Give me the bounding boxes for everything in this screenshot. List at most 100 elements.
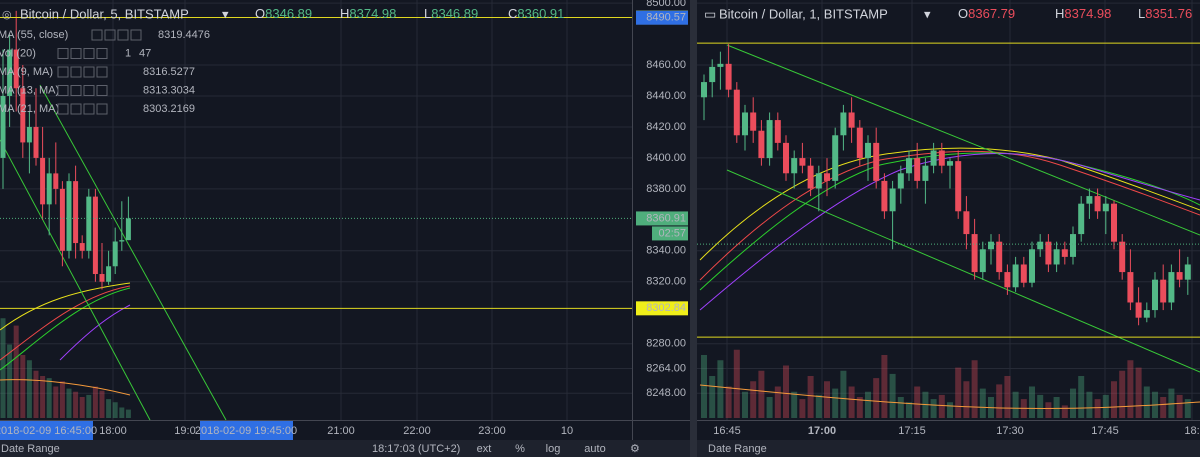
candle-body	[832, 135, 839, 181]
indicator-button[interactable]	[83, 103, 95, 115]
ohlc-item: O8346.89	[255, 6, 312, 21]
indicator-button[interactable]	[57, 66, 69, 78]
volume-bar	[73, 391, 79, 418]
candle-body	[59, 188, 65, 251]
volume-bar	[947, 402, 953, 418]
y-tick-label: 8264.00	[646, 362, 686, 374]
footer-button[interactable]: auto	[584, 443, 605, 455]
x-tick-label: 21:00	[327, 425, 355, 437]
candle-body	[33, 126, 39, 158]
volume-bar	[1160, 397, 1167, 418]
indicator-name[interactable]: MA (13, MA)	[0, 84, 59, 96]
indicator-name[interactable]: MA (9, MA)	[0, 66, 53, 78]
volume-bar	[1012, 391, 1019, 418]
countdown: 02:57	[658, 227, 686, 239]
indicator-button[interactable]	[96, 85, 108, 96]
candle-body	[815, 173, 822, 189]
candle-body	[783, 142, 789, 174]
indicator-button[interactable]	[96, 66, 108, 78]
candle-body	[799, 158, 806, 166]
candle-body	[840, 112, 847, 136]
indicator-button[interactable]	[104, 29, 116, 41]
x-tick-label: 22:00	[403, 425, 431, 437]
footer-date-range[interactable]: Date Range	[708, 443, 767, 455]
volume-bar	[824, 381, 830, 418]
indicator-button[interactable]	[70, 85, 82, 96]
candle-body	[807, 165, 814, 189]
y-tick-label: 8500.00	[646, 0, 686, 9]
indicator-button[interactable]	[70, 48, 82, 59]
indicator-button[interactable]	[57, 48, 69, 59]
candle-body	[40, 157, 46, 205]
indicator-button[interactable]	[96, 103, 108, 115]
candle-body	[86, 196, 92, 251]
footer-button[interactable]: log	[546, 443, 561, 455]
x-tick-label: 18:	[1184, 425, 1199, 437]
settings-icon[interactable]: ⚙	[630, 443, 640, 455]
footer-button[interactable]: %	[515, 443, 525, 455]
footer-button[interactable]: ext	[477, 443, 492, 455]
indicator-name[interactable]: MA (55, close)	[0, 29, 68, 41]
candle-body	[1004, 272, 1011, 288]
candle-body	[1119, 241, 1126, 273]
ohlc-item: L8346.89	[424, 6, 478, 21]
indicator-button[interactable]	[91, 29, 103, 41]
candle-body	[1070, 234, 1076, 257]
volume-bar	[881, 355, 888, 418]
volume-bar	[709, 376, 716, 418]
ohlc-item: O8367.79	[958, 6, 1015, 21]
price-marker-box	[636, 301, 688, 316]
candle-body	[1029, 249, 1035, 283]
volume-bar	[1053, 397, 1060, 418]
volume-bar	[1086, 391, 1093, 418]
cursor-date-box	[200, 421, 293, 440]
candle-body	[988, 241, 994, 250]
volume-bar	[1029, 386, 1035, 418]
volume-bar	[996, 384, 1003, 418]
symbol-title[interactable]: Bitcoin / Dollar, 1, BITSTAMP	[719, 6, 888, 21]
indicator-name[interactable]: Vol (20)	[0, 47, 36, 59]
indicator-button[interactable]	[70, 66, 82, 78]
x-tick-label: 10	[561, 425, 573, 437]
indicator-button[interactable]	[83, 85, 95, 96]
candle-body	[112, 241, 118, 267]
candle-body	[881, 180, 888, 212]
footer-date-range[interactable]: Date Range	[1, 443, 60, 455]
dropdown-icon[interactable]: ▾	[222, 6, 229, 21]
candle-body	[930, 150, 937, 166]
volume-bar	[1070, 388, 1076, 418]
volume-bar	[766, 397, 773, 418]
indicator-button[interactable]	[83, 48, 95, 59]
footer-bar	[697, 440, 1200, 457]
ohlc-value: 8367.79	[968, 6, 1015, 21]
symbol-title[interactable]: Bitcoin / Dollar, 5, BITSTAMP	[20, 6, 189, 21]
ohlc-label: L	[1138, 6, 1145, 21]
candle-body	[938, 150, 945, 166]
ohlc-label: O	[255, 6, 265, 21]
price-marker-label: 8360.91	[646, 212, 686, 224]
y-tick-label: 8320.00	[646, 276, 686, 288]
indicator-value: 8313.3034	[143, 84, 195, 96]
indicator-button[interactable]	[130, 29, 142, 41]
candle-body	[1102, 203, 1109, 212]
dropdown-icon[interactable]: ▾	[924, 6, 931, 21]
cursor-date-box	[0, 421, 93, 440]
candle-body	[20, 88, 26, 143]
candle-body	[1127, 272, 1134, 303]
volume-bar	[66, 388, 72, 418]
candle-body	[856, 127, 863, 159]
volume-bar	[86, 394, 92, 418]
candle-body	[53, 173, 59, 189]
indicator-button[interactable]	[57, 103, 69, 115]
candle-body	[1053, 249, 1060, 265]
candle-body	[1160, 279, 1167, 303]
volume-bar	[758, 370, 765, 418]
indicator-button[interactable]	[83, 66, 95, 78]
indicator-button[interactable]	[96, 48, 108, 59]
indicator-button[interactable]	[70, 103, 82, 115]
vol-ma-line	[0, 379, 131, 396]
indicator-button[interactable]	[57, 85, 69, 96]
indicator-button[interactable]	[117, 29, 129, 41]
candle-body	[119, 240, 125, 242]
indicator-name[interactable]: MA (21, MA)	[0, 103, 59, 115]
